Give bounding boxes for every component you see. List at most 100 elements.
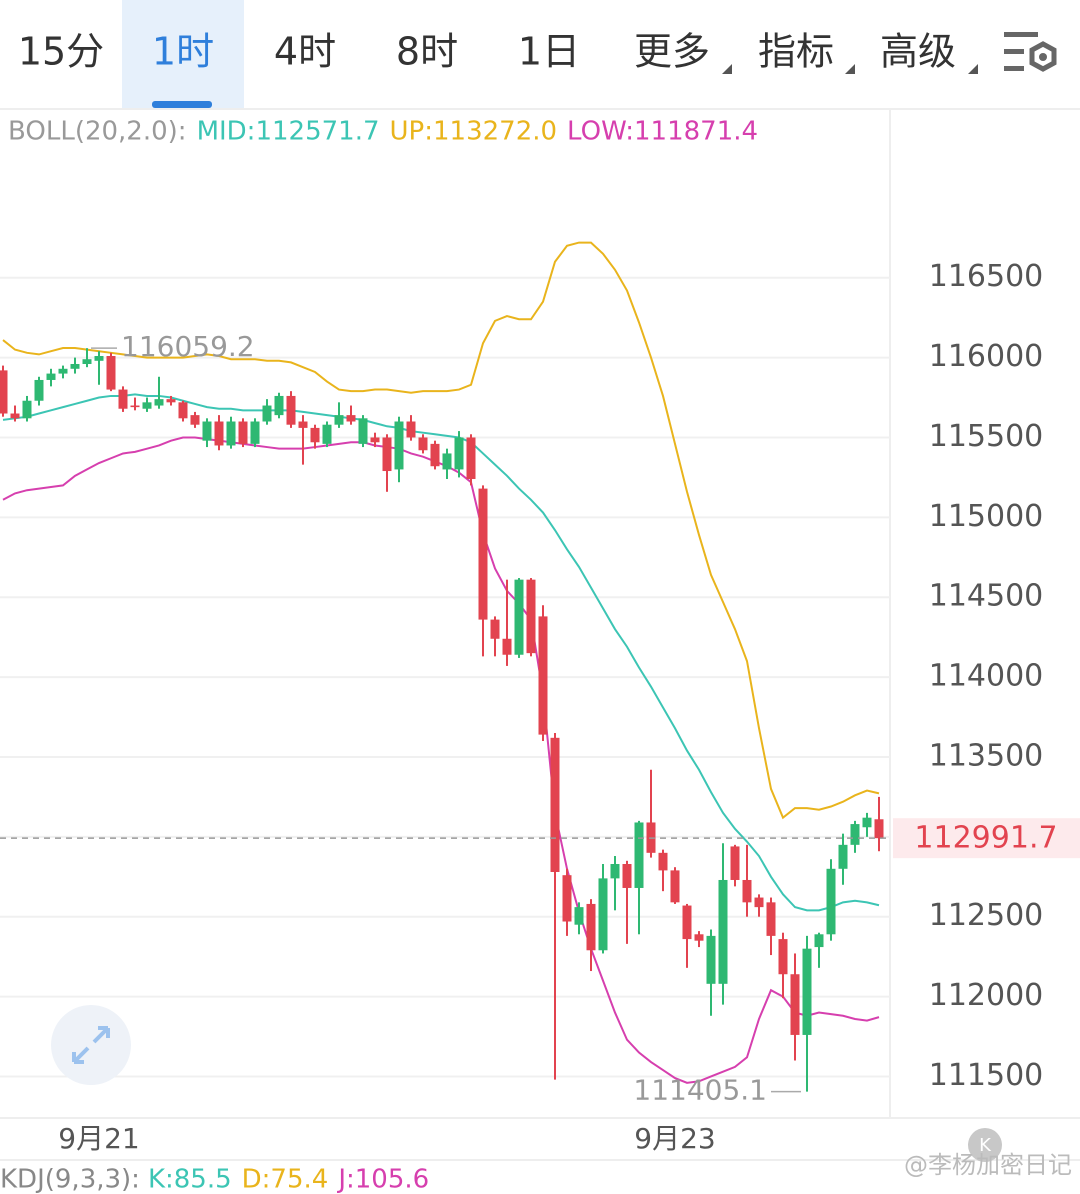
plot: 111500 112000 112500 113500 114000 114500 1150… bbox=[0, 241, 1080, 1155]
tab[interactable]: 8时 bbox=[396, 30, 458, 74]
dropdown-caret bbox=[968, 64, 978, 74]
kdj-legend: KDJ(9,3,3): K:85.5 D:75.4 J:105.6 bbox=[0, 1165, 429, 1194]
selected-tab-bg bbox=[122, 0, 244, 108]
candle-body bbox=[142, 402, 152, 409]
y-tick-label: 115500 bbox=[929, 419, 1044, 454]
candle-body bbox=[94, 356, 104, 361]
candle-body bbox=[670, 870, 680, 903]
low-label: 111405.1 bbox=[633, 1074, 767, 1107]
candle-body bbox=[562, 875, 572, 922]
candle-body bbox=[58, 368, 68, 374]
tab[interactable]: 指标 bbox=[758, 30, 834, 74]
candle-body bbox=[406, 421, 416, 438]
candle-body bbox=[874, 819, 884, 839]
y-tick-label: 112500 bbox=[929, 898, 1044, 933]
legend-entry: UP:113272.0 bbox=[390, 117, 558, 147]
candle-body bbox=[538, 616, 548, 735]
candle-body bbox=[358, 418, 368, 444]
candle-body bbox=[430, 443, 440, 467]
legend-entry: LOW:111871.4 bbox=[567, 117, 758, 147]
candle-body bbox=[346, 415, 356, 422]
candle-body bbox=[814, 934, 824, 948]
indicator-legend: BOLL(20,2.0): MID:112571.7 UP:113272.0 LOW… bbox=[8, 117, 758, 147]
y-tick-label: 113500 bbox=[929, 738, 1044, 773]
y-tick-label: 116000 bbox=[929, 339, 1044, 374]
candle-body bbox=[154, 399, 164, 406]
selected-tab-indicator bbox=[152, 101, 212, 108]
candle-body bbox=[706, 935, 716, 984]
candle-body bbox=[694, 934, 704, 941]
candle-body bbox=[322, 424, 332, 444]
settings-icon[interactable] bbox=[1004, 32, 1057, 72]
candle-body bbox=[442, 453, 452, 470]
y-tick-label: 112000 bbox=[929, 978, 1044, 1013]
badge-circle bbox=[968, 1128, 1002, 1162]
candle-body bbox=[418, 437, 428, 451]
candle-body bbox=[478, 488, 488, 620]
tab[interactable]: 更多 bbox=[634, 30, 710, 74]
expand-button[interactable] bbox=[51, 1005, 131, 1085]
candle-body bbox=[754, 897, 764, 908]
y-tick-label: 111500 bbox=[929, 1058, 1044, 1093]
candle-body bbox=[226, 421, 236, 446]
tab[interactable]: 1日 bbox=[518, 30, 580, 74]
candle-body bbox=[466, 437, 476, 480]
candle-body bbox=[490, 619, 500, 639]
tab[interactable]: 高级 bbox=[880, 30, 956, 74]
band-line bbox=[2, 436, 880, 1084]
legend-entry: MID:112571.7 bbox=[197, 117, 380, 147]
candle-body bbox=[502, 638, 512, 655]
tab[interactable]: 1时 bbox=[152, 30, 214, 74]
tabs: 15分 1时 4时 8时 1日 更多 指标 高级 bbox=[18, 30, 978, 74]
watermark: @李杨加密日记 bbox=[904, 1151, 1072, 1179]
candle-body bbox=[10, 413, 20, 419]
candle-body bbox=[22, 400, 32, 419]
dropdown-caret bbox=[722, 64, 732, 74]
candle-body bbox=[778, 939, 788, 975]
candle-body bbox=[790, 974, 800, 1035]
candle-body bbox=[118, 389, 128, 409]
candle-body bbox=[526, 579, 536, 654]
candle-body bbox=[610, 864, 620, 879]
candle-body bbox=[838, 844, 848, 869]
candle-body bbox=[586, 903, 596, 951]
tab[interactable]: 4时 bbox=[274, 30, 336, 74]
candle-body bbox=[130, 405, 140, 408]
candle-body bbox=[0, 370, 8, 414]
last-price-tag bbox=[893, 818, 1080, 859]
candle-body bbox=[70, 363, 80, 369]
tab[interactable]: 15分 bbox=[18, 30, 104, 74]
candle-body bbox=[82, 359, 92, 364]
kdj-entry: D:75.4 bbox=[242, 1165, 329, 1194]
candle-body bbox=[286, 395, 296, 425]
candle-body bbox=[46, 373, 56, 380]
candle-body bbox=[850, 824, 860, 845]
candle-body bbox=[802, 948, 812, 1035]
kdj-label: KDJ(9,3,3): bbox=[0, 1165, 140, 1194]
candle-body bbox=[394, 421, 404, 470]
candle-body bbox=[682, 905, 692, 940]
candle-body bbox=[622, 864, 632, 888]
candle-body bbox=[106, 356, 116, 390]
candle-body bbox=[334, 415, 344, 425]
indicator-label: BOLL(20,2.0): bbox=[8, 117, 187, 147]
y-tick-label: 116500 bbox=[929, 259, 1044, 294]
candle-body bbox=[214, 421, 224, 446]
last-price-label: 112991.7 bbox=[914, 821, 1057, 856]
candle-body bbox=[550, 737, 560, 872]
kdj-entry: J:105.6 bbox=[336, 1165, 429, 1194]
band-line bbox=[2, 241, 880, 820]
candle-body bbox=[382, 437, 392, 472]
candle-body bbox=[730, 846, 740, 880]
candle-body bbox=[298, 421, 308, 428]
candle-body bbox=[826, 868, 836, 935]
candle-body bbox=[202, 421, 212, 441]
candle-body bbox=[634, 822, 644, 888]
candle-body bbox=[274, 395, 284, 416]
candle-body bbox=[166, 399, 176, 403]
candle-body bbox=[862, 817, 872, 828]
band-line bbox=[2, 393, 880, 912]
y-tick-label: 115000 bbox=[929, 499, 1044, 534]
candle-body bbox=[742, 879, 752, 903]
